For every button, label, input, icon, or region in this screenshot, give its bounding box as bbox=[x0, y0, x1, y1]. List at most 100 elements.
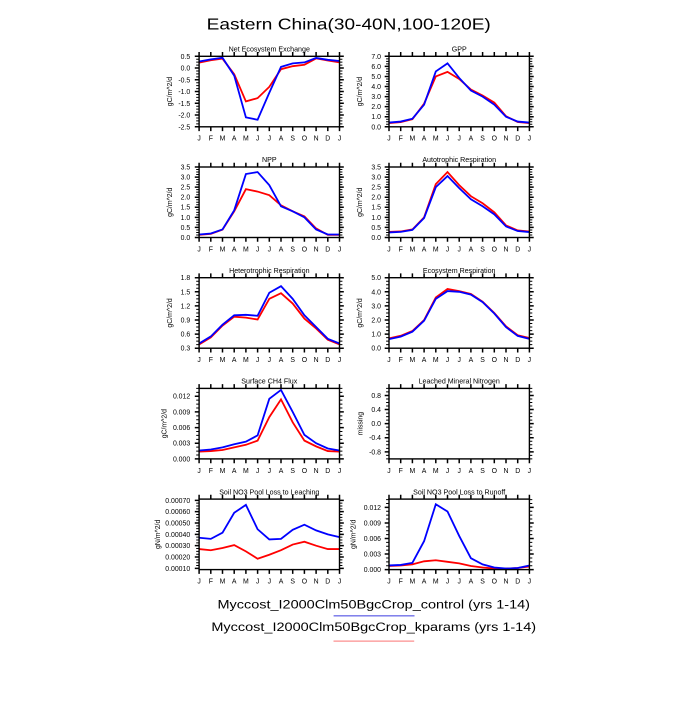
svg-text:Autotrophic Respiration: Autotrophic Respiration bbox=[422, 156, 496, 164]
svg-text:O: O bbox=[492, 579, 498, 586]
svg-text:M: M bbox=[220, 357, 226, 364]
svg-text:D: D bbox=[325, 468, 330, 475]
svg-text:J: J bbox=[387, 136, 390, 143]
svg-text:N: N bbox=[314, 357, 319, 364]
svg-text:O: O bbox=[302, 579, 308, 586]
svg-text:J: J bbox=[457, 579, 460, 586]
svg-text:1.2: 1.2 bbox=[181, 303, 191, 310]
svg-text:S: S bbox=[480, 357, 485, 364]
svg-text:J: J bbox=[446, 246, 449, 253]
svg-text:A: A bbox=[469, 246, 474, 253]
svg-text:1.5: 1.5 bbox=[371, 205, 381, 212]
svg-text:M: M bbox=[410, 136, 416, 143]
svg-text:gC/m^2/d: gC/m^2/d bbox=[167, 77, 174, 106]
svg-text:0.0: 0.0 bbox=[371, 421, 381, 428]
svg-text:A: A bbox=[279, 357, 284, 364]
svg-text:D: D bbox=[325, 579, 330, 586]
svg-text:4.0: 4.0 bbox=[371, 289, 381, 296]
svg-text:Soil NO3 Pool Loss to Leaching: Soil NO3 Pool Loss to Leaching bbox=[219, 488, 319, 496]
svg-text:M: M bbox=[243, 357, 249, 364]
svg-text:A: A bbox=[469, 579, 474, 586]
svg-text:S: S bbox=[290, 136, 295, 143]
svg-text:F: F bbox=[399, 579, 403, 586]
svg-text:A: A bbox=[279, 246, 284, 253]
svg-text:0.0: 0.0 bbox=[371, 346, 381, 353]
svg-text:2.5: 2.5 bbox=[181, 185, 191, 192]
svg-text:1.0: 1.0 bbox=[371, 332, 381, 339]
svg-text:A: A bbox=[279, 579, 284, 586]
svg-text:0.00010: 0.00010 bbox=[165, 566, 190, 573]
svg-text:1.5: 1.5 bbox=[181, 289, 191, 296]
svg-text:A: A bbox=[279, 136, 284, 143]
svg-text:J: J bbox=[197, 357, 200, 364]
svg-text:Heterotrophic Respiration: Heterotrophic Respiration bbox=[229, 267, 309, 275]
svg-text:F: F bbox=[209, 579, 213, 586]
svg-text:S: S bbox=[290, 468, 295, 475]
svg-text:J: J bbox=[446, 357, 449, 364]
svg-text:S: S bbox=[290, 579, 295, 586]
svg-text:O: O bbox=[302, 468, 308, 475]
svg-text:F: F bbox=[209, 246, 213, 253]
svg-text:gN/m^2/d: gN/m^2/d bbox=[350, 520, 357, 549]
svg-text:-1.5: -1.5 bbox=[178, 101, 190, 108]
svg-text:N: N bbox=[504, 579, 509, 586]
svg-text:F: F bbox=[399, 246, 403, 253]
svg-text:O: O bbox=[302, 136, 308, 143]
svg-text:5.0: 5.0 bbox=[371, 275, 381, 282]
svg-text:J: J bbox=[197, 579, 200, 586]
svg-text:O: O bbox=[302, 246, 308, 253]
svg-text:0.006: 0.006 bbox=[173, 425, 190, 432]
svg-text:J: J bbox=[268, 246, 271, 253]
svg-text:F: F bbox=[399, 468, 403, 475]
svg-text:N: N bbox=[504, 136, 509, 143]
svg-text:0.00020: 0.00020 bbox=[165, 554, 190, 561]
svg-text:0.0: 0.0 bbox=[181, 66, 191, 73]
svg-text:O: O bbox=[492, 246, 498, 253]
svg-text:Surface CH4 Flux: Surface CH4 Flux bbox=[241, 378, 297, 386]
svg-text:-0.8: -0.8 bbox=[369, 449, 381, 456]
svg-text:3.0: 3.0 bbox=[181, 175, 191, 182]
svg-text:O: O bbox=[492, 468, 498, 475]
svg-text:A: A bbox=[279, 468, 284, 475]
svg-text:0.00030: 0.00030 bbox=[165, 543, 190, 550]
svg-text:J: J bbox=[528, 468, 531, 475]
svg-text:J: J bbox=[387, 579, 390, 586]
svg-text:M: M bbox=[243, 246, 249, 253]
svg-text:Leached Mineral Nitrogen: Leached Mineral Nitrogen bbox=[419, 378, 500, 386]
svg-text:D: D bbox=[325, 357, 330, 364]
svg-text:gN/m^2/d: gN/m^2/d bbox=[155, 520, 162, 549]
svg-text:F: F bbox=[209, 136, 213, 143]
svg-text:J: J bbox=[268, 468, 271, 475]
svg-text:gC/m^2/d: gC/m^2/d bbox=[162, 409, 169, 438]
svg-text:J: J bbox=[256, 579, 259, 586]
svg-text:M: M bbox=[220, 246, 226, 253]
svg-text:1.5: 1.5 bbox=[181, 205, 191, 212]
svg-text:J: J bbox=[528, 136, 531, 143]
svg-text:M: M bbox=[243, 579, 249, 586]
svg-text:M: M bbox=[243, 468, 249, 475]
svg-text:D: D bbox=[515, 579, 520, 586]
svg-text:1.0: 1.0 bbox=[371, 114, 381, 121]
svg-text:O: O bbox=[492, 136, 498, 143]
svg-text:0.012: 0.012 bbox=[364, 505, 381, 512]
svg-text:3.5: 3.5 bbox=[181, 164, 191, 171]
svg-text:F: F bbox=[209, 357, 213, 364]
svg-text:S: S bbox=[480, 468, 485, 475]
svg-text:Net Ecosystem Exchange: Net Ecosystem Exchange bbox=[229, 46, 310, 54]
svg-text:Ecosystem Respiration: Ecosystem Respiration bbox=[423, 267, 496, 275]
svg-text:missing: missing bbox=[357, 412, 364, 436]
svg-text:0.0: 0.0 bbox=[371, 235, 381, 242]
svg-text:J: J bbox=[457, 136, 460, 143]
svg-text:gC/m^2/d: gC/m^2/d bbox=[167, 187, 174, 216]
svg-text:A: A bbox=[232, 357, 237, 364]
svg-text:2.0: 2.0 bbox=[371, 104, 381, 111]
svg-text:J: J bbox=[256, 246, 259, 253]
svg-text:2.0: 2.0 bbox=[371, 317, 381, 324]
svg-text:3.0: 3.0 bbox=[371, 175, 381, 182]
svg-text:J: J bbox=[338, 357, 341, 364]
svg-text:1.8: 1.8 bbox=[181, 275, 191, 282]
svg-text:F: F bbox=[209, 468, 213, 475]
svg-text:J: J bbox=[268, 136, 271, 143]
svg-text:D: D bbox=[325, 136, 330, 143]
svg-text:A: A bbox=[469, 136, 474, 143]
